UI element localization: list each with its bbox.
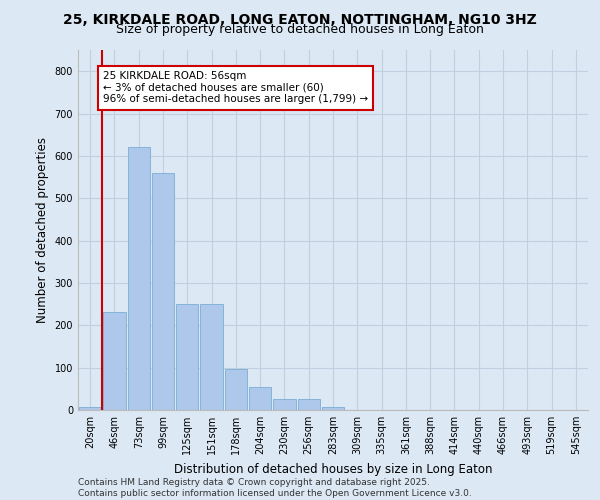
Bar [103, 312, 125, 410]
X-axis label: Distribution of detached houses by size in Long Eaton: Distribution of detached houses by size … [174, 462, 492, 475]
Text: Contains HM Land Registry data © Crown copyright and database right 2025.
Contai: Contains HM Land Registry data © Crown c… [78, 478, 472, 498]
Bar [176, 304, 199, 410]
Text: 25 KIRKDALE ROAD: 56sqm
← 3% of detached houses are smaller (60)
96% of semi-det: 25 KIRKDALE ROAD: 56sqm ← 3% of detached… [103, 71, 368, 104]
Bar [152, 173, 174, 410]
Bar [249, 386, 271, 410]
Y-axis label: Number of detached properties: Number of detached properties [36, 137, 49, 323]
Text: 25, KIRKDALE ROAD, LONG EATON, NOTTINGHAM, NG10 3HZ: 25, KIRKDALE ROAD, LONG EATON, NOTTINGHA… [63, 12, 537, 26]
Bar [322, 407, 344, 410]
Bar [200, 304, 223, 410]
Bar [128, 148, 150, 410]
Bar [224, 369, 247, 410]
Bar [298, 400, 320, 410]
Bar [273, 400, 296, 410]
Bar [79, 406, 101, 410]
Text: Size of property relative to detached houses in Long Eaton: Size of property relative to detached ho… [116, 24, 484, 36]
